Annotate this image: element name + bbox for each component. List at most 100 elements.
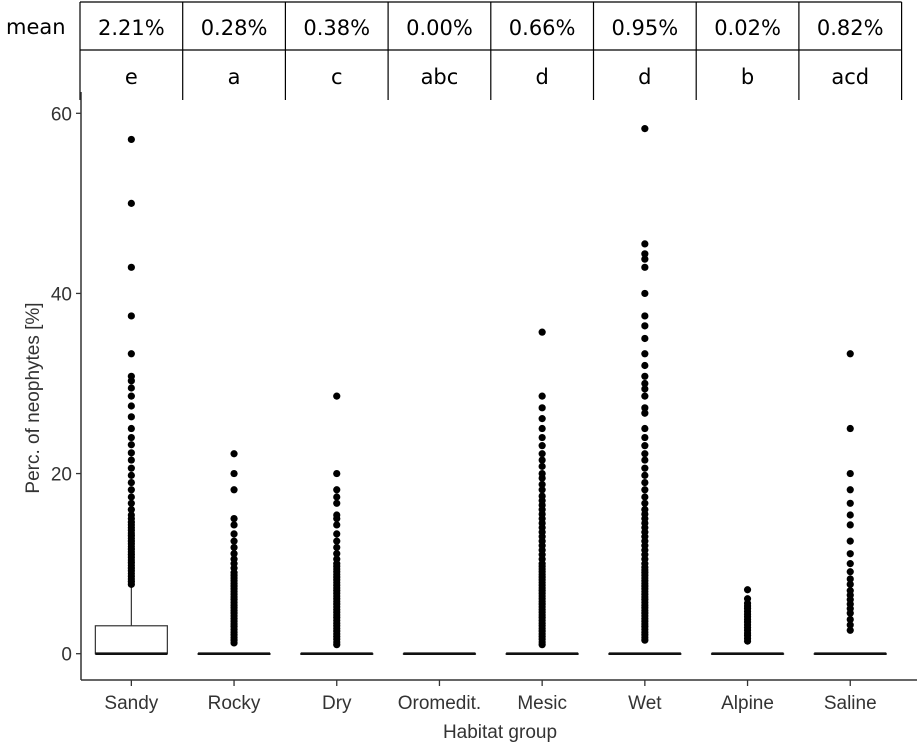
- box-dry: [300, 392, 374, 656]
- outlier-point: [641, 322, 649, 330]
- header-cell: 0.38%: [303, 16, 370, 40]
- outlier-point: [127, 464, 135, 472]
- outlier-point: [333, 469, 341, 478]
- outlier-point: [333, 392, 341, 400]
- outlier-point: [333, 493, 341, 501]
- outlier-point: [641, 379, 649, 388]
- outlier-point: [127, 456, 135, 464]
- outlier-point: [538, 469, 546, 478]
- x-tick-label: Saline: [824, 693, 877, 714]
- outlier-point: [333, 543, 341, 552]
- header-row-label: mean: [6, 15, 66, 39]
- outlier-point: [333, 530, 341, 538]
- box-series: [94, 125, 887, 656]
- outlier-point: [333, 486, 341, 494]
- outlier-point: [846, 521, 854, 529]
- outlier-point: [127, 372, 135, 380]
- y-axis-ticks: 0 20 40 60: [51, 104, 81, 666]
- outlier-point: [230, 469, 238, 478]
- box-saline: [813, 350, 887, 656]
- outlier-point: [230, 521, 238, 529]
- outlier-point: [641, 385, 649, 393]
- outlier-point: [846, 499, 854, 507]
- y-tick-label: 40: [51, 284, 72, 305]
- outlier-point: [641, 424, 649, 433]
- header-cell: b: [741, 65, 754, 89]
- outlier-point: [230, 555, 238, 563]
- outlier-point: [230, 486, 238, 494]
- outlier-point: [127, 413, 135, 421]
- box-wet: [608, 125, 682, 656]
- outlier-point: [127, 433, 135, 442]
- outlier-point: [333, 555, 341, 563]
- box-sandy: [94, 135, 168, 656]
- x-tick-label: Wet: [628, 693, 662, 714]
- y-tick-label: 60: [51, 104, 72, 125]
- outlier-point: [641, 464, 649, 472]
- outlier-point: [538, 450, 546, 458]
- outlier-point: [127, 263, 135, 271]
- outlier-point: [538, 492, 546, 500]
- outlier-point: [846, 626, 854, 634]
- header-cell: 0.02%: [714, 16, 781, 40]
- outlier-point: [127, 135, 135, 144]
- outlier-point: [127, 312, 135, 320]
- outlier-point: [127, 499, 135, 507]
- outlier-point: [641, 240, 649, 248]
- outlier-point: [538, 404, 546, 412]
- outlier-point: [538, 328, 546, 336]
- box-rocky: [197, 450, 271, 656]
- outlier-point: [846, 587, 854, 595]
- outlier-point: [127, 471, 135, 479]
- outlier-point: [641, 263, 649, 271]
- plot-panel: 0 20 40 60 Sandy Rocky Dry Oromedit. Mesic Wet Al…: [23, 92, 917, 743]
- outlier-point: [641, 334, 649, 343]
- outlier-point: [538, 456, 546, 464]
- outlier-point: [127, 505, 135, 514]
- box-alpine: [710, 586, 785, 656]
- outlier-point: [641, 312, 649, 320]
- outlier-point: [846, 568, 854, 576]
- outlier-point: [846, 550, 854, 558]
- outlier-point: [641, 404, 649, 412]
- x-tick-label: Sandy: [104, 693, 158, 714]
- outlier-point: [846, 580, 854, 588]
- outlier-point: [333, 511, 341, 519]
- outlier-point: [127, 486, 135, 494]
- outlier-point: [538, 415, 546, 423]
- outlier-point: [127, 441, 135, 449]
- outlier-point: [641, 478, 649, 487]
- outlier-point: [538, 486, 546, 494]
- outlier-point: [127, 350, 135, 358]
- outlier-point: [641, 433, 649, 442]
- outlier-point: [641, 250, 649, 258]
- header-cell: 0.28%: [201, 16, 268, 40]
- outlier-point: [127, 478, 135, 487]
- outlier-point: [641, 409, 649, 417]
- header-table: mean 2.21% 0.28% 0.38% 0.00% 0.66% 0.95% 0.02% 0…: [6, 1, 903, 100]
- outlier-point: [641, 372, 649, 380]
- outlier-point: [641, 289, 649, 298]
- outlier-point: [127, 402, 135, 410]
- outlier-point: [846, 537, 854, 545]
- header-cell: c: [331, 65, 343, 89]
- x-axis-ticks: Sandy Rocky Dry Oromedit. Mesic Wet Alpine Sali…: [104, 680, 877, 714]
- outlier-point: [127, 493, 135, 501]
- y-tick-label: 0: [61, 645, 72, 666]
- outlier-point: [641, 456, 649, 464]
- outlier-point: [846, 424, 854, 433]
- outlier-point: [230, 450, 238, 458]
- outlier-point: [538, 424, 546, 433]
- outlier-point: [846, 615, 854, 624]
- outlier-point: [641, 499, 649, 507]
- x-axis-title: Habitat group: [443, 722, 557, 743]
- y-axis-title: Perc. of neophytes [%]: [23, 302, 44, 493]
- header-cell: d: [638, 65, 651, 89]
- outlier-point: [641, 450, 649, 458]
- x-tick-label: Oromedit.: [398, 693, 481, 714]
- header-cell: d: [535, 65, 548, 89]
- outlier-point: [333, 521, 341, 529]
- outlier-point: [538, 480, 546, 488]
- outlier-point: [846, 575, 854, 583]
